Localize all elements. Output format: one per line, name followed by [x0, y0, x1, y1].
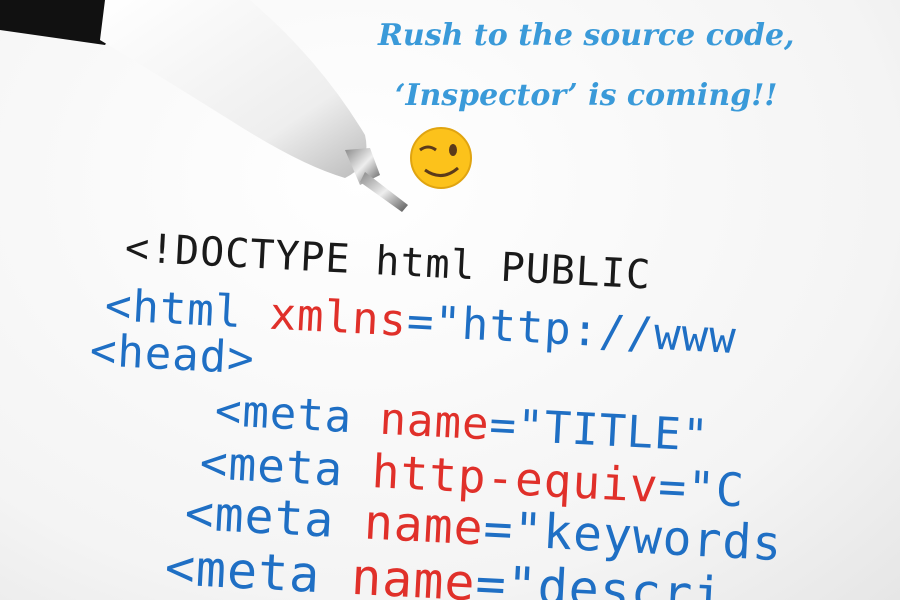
code-token: ="C	[657, 459, 746, 518]
code-token: <meta	[213, 385, 354, 444]
code-token: <meta	[163, 538, 322, 600]
code-token: name	[349, 547, 478, 600]
wink-emoji	[410, 127, 472, 189]
code-token: xmlns	[268, 288, 409, 347]
code-token: name	[362, 494, 486, 557]
pen-body	[100, 0, 367, 178]
caption-line: Rush to the source code,	[378, 18, 795, 53]
code-line: <head>	[89, 325, 256, 385]
pen-cone	[345, 148, 380, 185]
code-token: name	[378, 393, 491, 451]
caption-line: ‘Inspector’ is coming!!	[395, 78, 778, 113]
code-token: <head>	[88, 325, 257, 385]
pen-tip	[360, 172, 408, 212]
